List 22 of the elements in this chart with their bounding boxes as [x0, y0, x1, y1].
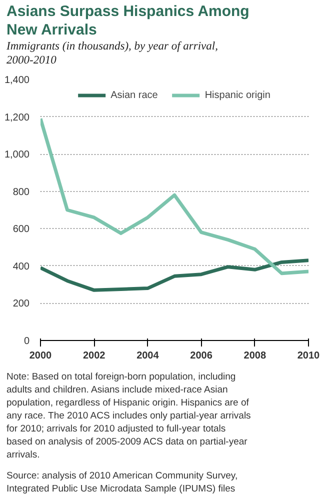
y-tick-label: 200 [12, 298, 30, 310]
y-tick-label: 1,000 [4, 150, 30, 161]
y-tick-label: 0 [24, 336, 30, 347]
legend-label: Hispanic origin [204, 90, 270, 100]
y-tick-label: 400 [12, 261, 30, 272]
source-note: Source: analysis of 2010 American Community Survey, Integrated Public Use Microdata Sample (IPUMS) files [6, 470, 238, 494]
x-tick-label: 2004 [136, 350, 160, 362]
x-tick-label: 2000 [29, 350, 52, 362]
y-tick-label: 1,400 [4, 75, 30, 86]
y-tick-label: 600 [12, 224, 30, 236]
x-tick-label: 2006 [190, 350, 213, 362]
line-series [40, 116, 308, 276]
text: Note: Based on total foreign-born population, including adults and children. Asians include mixed-race Asian population, regardless of Hispanic origin. Hispanics are of any race. The 2010 ACS includes only partial-year arrivals for 2010; arrivals for 2010 adjusted to full-year totals based on analysis of 2005-2009 ACS data on partial-year arrivals. [6, 372, 252, 460]
x-tick-label: 2010 [297, 350, 320, 362]
y-tick-label: 800 [12, 186, 30, 198]
legend-label: Asian race [110, 90, 158, 100]
chart-title: Asians Surpass Hispanics Among New Arrivals [6, 2, 250, 38]
line-series [40, 258, 308, 292]
y-tick-label: 1,200 [4, 112, 30, 124]
x-tick-label: 2008 [244, 350, 266, 362]
x-tick-label: 2002 [82, 350, 106, 362]
chart-subtitle: Immigrants (in thousands), by year of arrival, 2000-2010 [6, 40, 218, 66]
